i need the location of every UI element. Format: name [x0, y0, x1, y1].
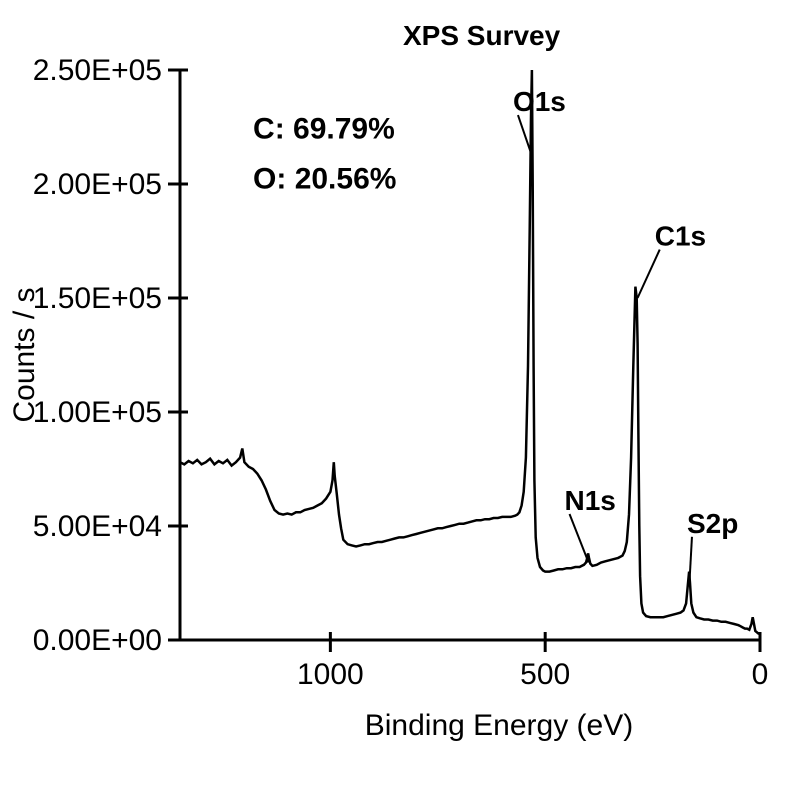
y-tick-label: 2.50E+05: [33, 54, 162, 87]
peak-label: N1s: [565, 485, 616, 516]
y-tick-label: 5.00E+04: [33, 510, 162, 543]
peak-label: O1s: [513, 86, 566, 117]
peak-label: S2p: [687, 508, 738, 539]
peak-label: C1s: [655, 221, 706, 252]
y-tick-label: 2.00E+05: [33, 168, 162, 201]
x-axis-label: Binding Energy (eV): [365, 709, 633, 742]
x-tick-label: 1000: [297, 658, 364, 691]
xps-survey-chart: XPS Survey 0.00E+00 5.00E+04 1.00E+05 1.50E+…: [0, 0, 811, 789]
x-tick-label: 0: [752, 658, 769, 691]
composition-annotation: C: 69.79%: [253, 112, 395, 145]
y-tick-label: 1.00E+05: [33, 396, 162, 429]
x-tick-label: 500: [520, 658, 570, 691]
composition-annotation: O: 20.56%: [253, 163, 396, 196]
y-axis-label: Counts / s: [8, 287, 41, 422]
chart-title: XPS Survey: [403, 20, 561, 51]
y-tick-label: 0.00E+00: [33, 624, 162, 657]
chart-svg: XPS Survey 0.00E+00 5.00E+04 1.00E+05 1.50E+…: [0, 0, 811, 789]
y-tick-label: 1.50E+05: [33, 282, 162, 315]
